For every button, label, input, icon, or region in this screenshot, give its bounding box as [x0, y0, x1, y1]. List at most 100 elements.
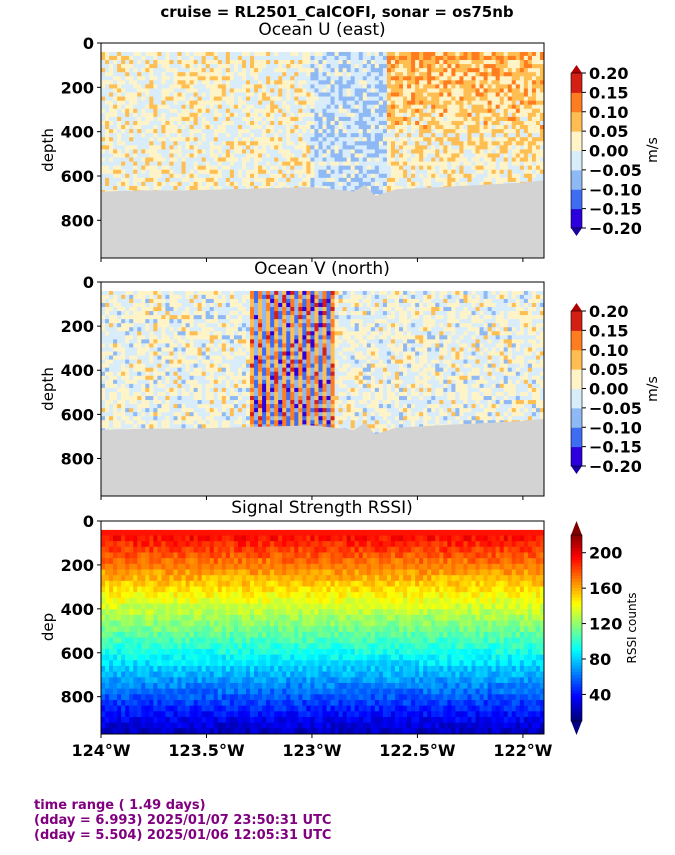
heatmap-cell	[237, 129, 243, 134]
heatmap-cell	[258, 129, 263, 134]
heatmap-cell	[201, 88, 207, 93]
heatmap-cell	[145, 64, 150, 69]
heatmap-cell	[358, 72, 364, 77]
heatmap-cell	[491, 149, 497, 154]
heatmap-cell	[270, 169, 275, 175]
heatmap-cell	[173, 383, 178, 389]
heatmap-cell	[346, 177, 352, 183]
heatmap-cell	[197, 391, 203, 397]
heatmap-cell	[330, 100, 335, 106]
heatmap-cell	[459, 177, 464, 183]
heatmap-cell	[306, 133, 311, 138]
heatmap-cell	[185, 88, 190, 93]
heatmap-cell	[129, 153, 134, 158]
heatmap-cell	[113, 327, 118, 332]
heatmap-cell	[149, 408, 154, 413]
heatmap-cell	[455, 125, 460, 130]
heatmap-cell	[455, 76, 460, 81]
heatmap-cell	[181, 298, 186, 304]
heatmap-cell	[245, 59, 251, 65]
heatmap-cell	[407, 104, 412, 110]
heatmap-cell	[415, 181, 420, 187]
heatmap-cell	[314, 112, 319, 118]
heatmap-cell	[294, 51, 299, 57]
heatmap-cell	[109, 408, 114, 413]
heatmap-cell	[129, 133, 134, 138]
heatmap-cell	[515, 92, 521, 97]
heatmap-cell	[250, 51, 255, 57]
heatmap-cell	[161, 51, 166, 57]
heatmap-cell	[294, 120, 299, 126]
heatmap-cell	[165, 351, 170, 356]
heatmap-cell	[378, 55, 384, 61]
heatmap-cell	[121, 371, 126, 377]
heatmap-cell	[274, 145, 279, 150]
heatmap-cell	[511, 133, 517, 138]
heatmap-cell	[189, 116, 195, 122]
heatmap-cell	[427, 145, 432, 150]
heatmap-cell	[237, 161, 243, 167]
heatmap-cell	[209, 169, 215, 175]
heatmap-cell	[354, 169, 360, 175]
heatmap-cell	[185, 404, 190, 409]
heatmap-cell	[479, 108, 484, 114]
heatmap-cell	[266, 181, 271, 187]
heatmap-cell	[310, 153, 315, 158]
heatmap-cell	[479, 133, 484, 138]
heatmap-cell	[125, 294, 130, 300]
heatmap-cell	[157, 72, 162, 77]
heatmap-cell	[201, 100, 207, 106]
heatmap-cell	[459, 64, 464, 69]
heatmap-cell	[205, 343, 211, 348]
heatmap-cell	[266, 120, 271, 126]
heatmap-cell	[185, 55, 190, 61]
heatmap-cell	[169, 120, 174, 126]
heatmap-cell	[173, 112, 178, 118]
heatmap-cell	[447, 153, 452, 158]
heatmap-cell	[294, 145, 299, 150]
heatmap-cell	[378, 157, 384, 162]
heatmap-cell	[137, 116, 142, 122]
heatmap-cell	[350, 137, 356, 142]
heatmap-cell	[306, 125, 311, 130]
heatmap-cell	[270, 59, 275, 65]
heatmap-cell	[125, 92, 130, 97]
heatmap-cell	[427, 51, 432, 57]
heatmap-cell	[245, 157, 251, 162]
heatmap-cell	[141, 319, 146, 324]
heatmap-cell	[298, 141, 303, 146]
heatmap-cell	[330, 80, 335, 85]
heatmap-cell	[270, 116, 275, 122]
heatmap-cell	[149, 424, 154, 429]
heatmap-cell	[121, 92, 126, 97]
heatmap-cell	[157, 383, 162, 389]
heatmap-cell	[233, 129, 239, 134]
heatmap-cell	[447, 133, 452, 138]
heatmap-cell	[286, 157, 291, 162]
heatmap-cell	[129, 391, 134, 397]
heatmap-cell	[362, 165, 368, 171]
heatmap-cell	[157, 400, 162, 405]
heatmap-cell	[354, 181, 360, 187]
heatmap-cell	[334, 80, 340, 85]
heatmap-cell	[237, 100, 243, 106]
heatmap-cell	[427, 165, 432, 171]
heatmap-cell	[431, 129, 436, 134]
heatmap-cell	[201, 137, 207, 142]
heatmap-cell	[314, 141, 319, 146]
heatmap-cell	[197, 315, 203, 320]
heatmap-cell	[153, 161, 158, 167]
heatmap-cell	[250, 76, 255, 81]
heatmap-cell	[145, 80, 150, 85]
heatmap-cell	[290, 92, 295, 97]
heatmap-cell	[161, 383, 166, 389]
heatmap-cell	[346, 157, 352, 162]
heatmap-plot	[101, 43, 545, 258]
heatmap-cell	[350, 88, 356, 93]
heatmap-cell	[197, 64, 203, 69]
heatmap-cell	[241, 120, 247, 126]
heatmap-cell	[221, 76, 227, 81]
heatmap-cell	[221, 64, 227, 69]
heatmap-cell	[278, 108, 283, 114]
heatmap-cell	[177, 116, 182, 122]
